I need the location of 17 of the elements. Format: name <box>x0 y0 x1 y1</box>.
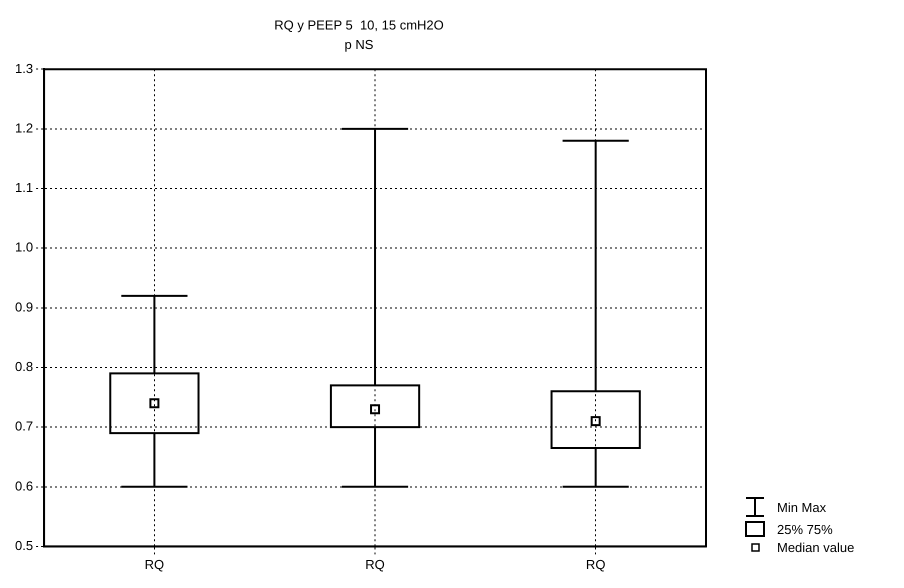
text: 25% 75% <box>777 522 833 536</box>
x-tick-label: RQ <box>365 556 385 572</box>
y-tick-label: 0.7 <box>14 418 34 434</box>
chart-subtitle: p NS <box>344 36 374 52</box>
y-tick-label: 1.1 <box>14 180 34 196</box>
chart-title: RQ y PEEP 5 10, 15 cmH2O <box>274 17 444 32</box>
y-tick-label: 0.8 <box>14 359 34 374</box>
y-tick-label: 0.9 <box>14 299 34 314</box>
x-tick-label: RQ <box>144 556 164 572</box>
y-tick-label: 1.0 <box>14 240 34 255</box>
x-tick-label: RQ <box>586 556 606 572</box>
text: Min Max <box>777 500 826 514</box>
y-tick-label: 1.3 <box>14 60 34 76</box>
y-tick-label: 0.5 <box>14 538 34 553</box>
y-tick-label: 0.6 <box>14 478 34 494</box>
y-tick-label: 1.2 <box>14 120 34 136</box>
text: Median value <box>777 540 854 555</box>
